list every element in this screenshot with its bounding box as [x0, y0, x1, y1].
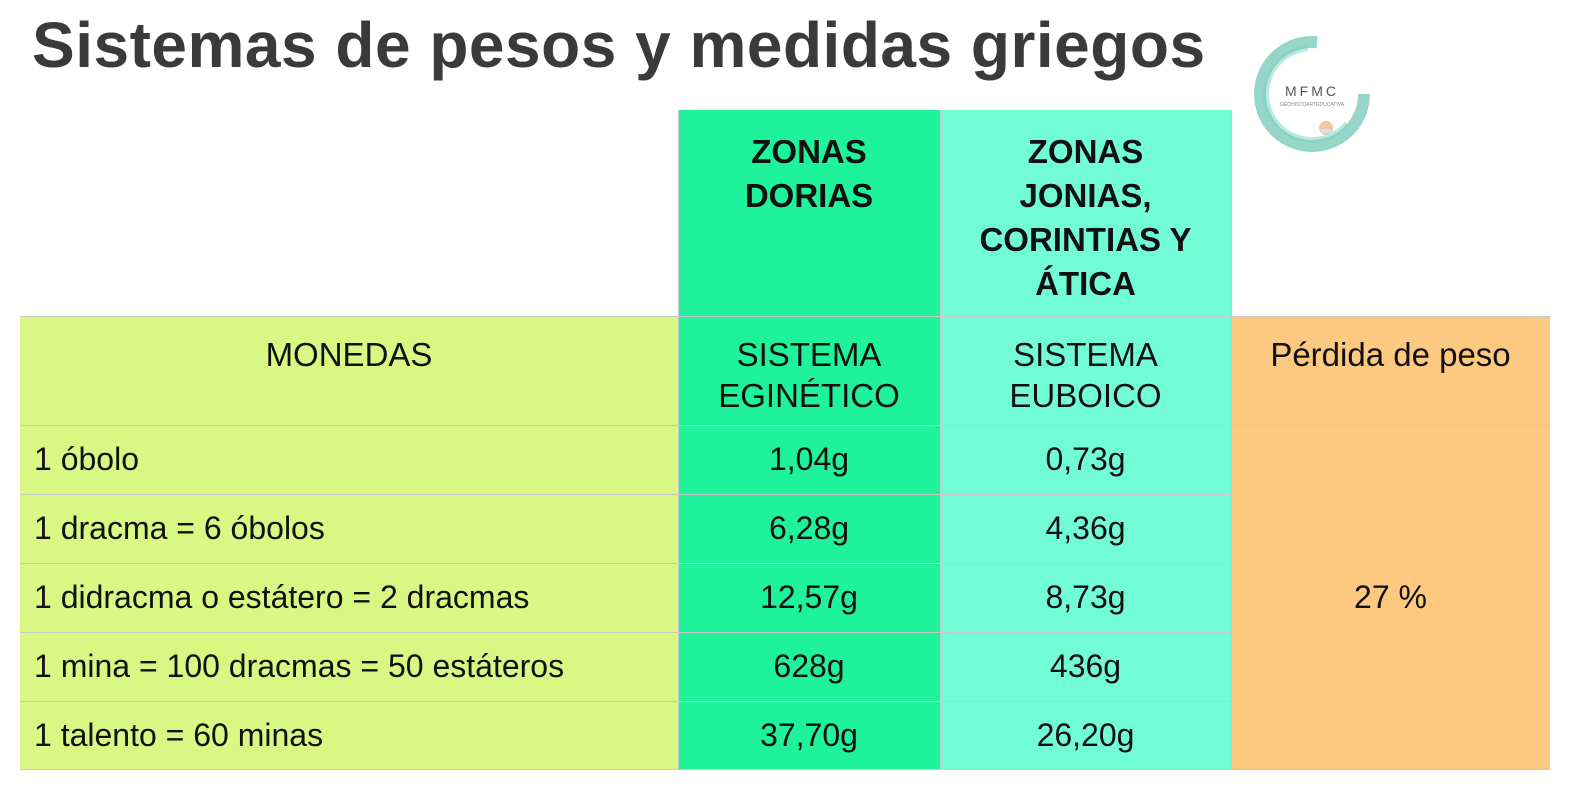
row-4-moneda: 1 mina = 100 dracmas = 50 estáteros — [20, 632, 678, 701]
column-header-eginetico: SISTEMA EGINÉTICO — [678, 316, 940, 425]
row-5-moneda: 1 talento = 60 minas — [20, 701, 678, 770]
column-header-euboico: SISTEMA EUBOICO — [940, 316, 1231, 425]
row-3-moneda: 1 didracma o estátero = 2 dracmas — [20, 563, 678, 632]
column-header-monedas: MONEDAS — [20, 316, 678, 425]
grid-line — [1231, 110, 1232, 770]
row-1-moneda: 1 óbolo — [20, 425, 678, 494]
zone-header-jonias: ZONAS JONIAS, CORINTIAS Y ÁTICA — [940, 110, 1231, 316]
grid-line — [678, 110, 679, 770]
column-header-perdida: Pérdida de peso — [1231, 316, 1550, 425]
weights-table: ZONAS DORIAS ZONAS JONIAS, CORINTIAS Y Á… — [20, 110, 1550, 770]
grid-line — [20, 425, 1550, 426]
grid-line — [940, 110, 941, 770]
row-2-moneda: 1 dracma = 6 óbolos — [20, 494, 678, 563]
grid-line — [20, 563, 1231, 564]
perdida-value: 27 % — [1231, 425, 1550, 770]
grid-line — [20, 769, 1550, 770]
grid-line — [20, 632, 1231, 633]
row-4-euboico: 436g — [940, 632, 1231, 701]
row-5-euboico: 26,20g — [940, 701, 1231, 770]
logo-text: MFMC — [1285, 83, 1339, 99]
row-2-euboico: 4,36g — [940, 494, 1231, 563]
row-1-euboico: 0,73g — [940, 425, 1231, 494]
row-3-euboico: 8,73g — [940, 563, 1231, 632]
grid-line — [20, 494, 1231, 495]
grid-line — [20, 316, 1550, 317]
logo-subtext: GEOHISTOARTEDUCATIVA — [1280, 102, 1345, 108]
grid-line — [20, 701, 1231, 702]
row-2-eginetico: 6,28g — [678, 494, 940, 563]
row-3-eginetico: 12,57g — [678, 563, 940, 632]
row-4-eginetico: 628g — [678, 632, 940, 701]
mfmc-logo-icon: MFMC GEOHISTOARTEDUCATIVA — [1254, 36, 1370, 152]
zone-header-dorias: ZONAS DORIAS — [678, 110, 940, 316]
row-5-eginetico: 37,70g — [678, 701, 940, 770]
row-1-eginetico: 1,04g — [678, 425, 940, 494]
page-title: Sistemas de pesos y medidas griegos — [32, 9, 1206, 81]
